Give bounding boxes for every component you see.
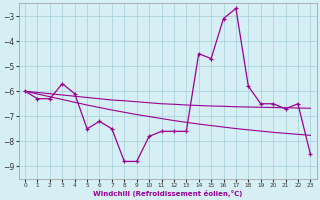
X-axis label: Windchill (Refroidissement éolien,°C): Windchill (Refroidissement éolien,°C)	[93, 190, 242, 197]
